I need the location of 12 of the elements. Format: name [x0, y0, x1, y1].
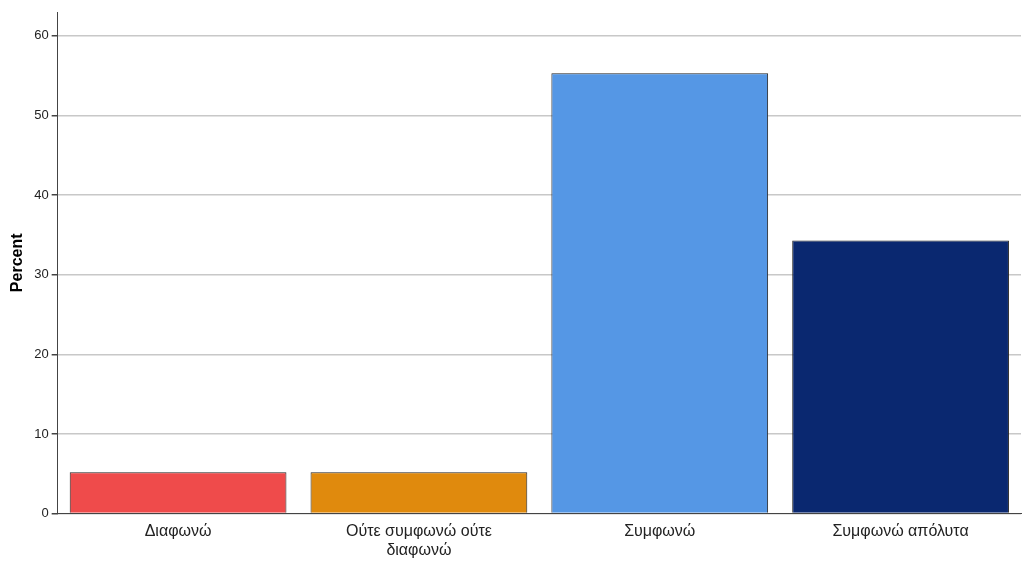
x-tick-label: Συμφωνώ — [624, 521, 696, 539]
y-tick-label: 40 — [34, 186, 49, 202]
x-tick-label: Διαφωνώ — [144, 521, 212, 539]
y-axis-title: Percent — [8, 232, 26, 293]
y-tick-label: 60 — [34, 27, 49, 43]
y-tick-label: 10 — [34, 425, 49, 441]
x-tick-label: Ούτε συμφωνώ ούτε διαφωνώ — [345, 521, 492, 558]
y-tick-label: 20 — [34, 345, 49, 361]
y-tick-label: 0 — [41, 505, 49, 521]
x-tick-label: Συμφωνώ απόλυτα — [832, 521, 969, 539]
y-tick-label: 30 — [34, 266, 49, 282]
y-tick-label: 50 — [34, 107, 49, 123]
